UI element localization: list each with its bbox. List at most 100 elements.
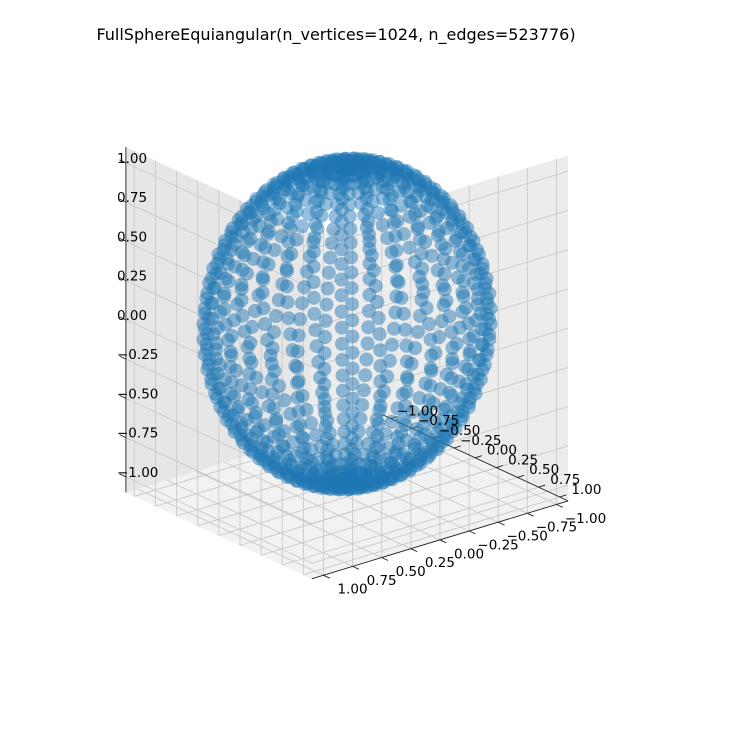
scatter-point xyxy=(280,469,295,484)
scatter-point xyxy=(423,432,438,447)
scatter-point xyxy=(308,217,323,232)
scatter-point xyxy=(370,429,385,444)
scatter-point xyxy=(341,186,356,201)
scatter-point xyxy=(295,388,310,403)
scatter-point xyxy=(307,183,322,198)
scatter-point xyxy=(249,370,264,385)
scatter-point xyxy=(358,181,373,196)
scatter-point xyxy=(278,462,293,477)
scatter-point xyxy=(417,427,432,441)
scatter-point xyxy=(256,201,271,216)
y-tick xyxy=(498,521,505,526)
scatter-point xyxy=(372,472,387,487)
scatter-point xyxy=(383,202,398,217)
scatter-point xyxy=(396,306,411,321)
scatter-point xyxy=(306,275,321,289)
scatter-point xyxy=(343,474,358,489)
scatter-point xyxy=(343,154,358,168)
scatter-point xyxy=(452,209,467,224)
scatter-point xyxy=(462,261,476,276)
scatter-point xyxy=(269,309,284,323)
scatter-point xyxy=(279,173,294,188)
scatter-point xyxy=(291,467,306,482)
scatter-point xyxy=(259,435,274,450)
scatter-point xyxy=(390,466,405,481)
scatter-point xyxy=(345,391,360,406)
scatter-point xyxy=(359,191,374,205)
scatter-point xyxy=(249,192,264,206)
scatter-point xyxy=(234,277,249,292)
scatter-point xyxy=(360,162,375,177)
scatter-point xyxy=(306,290,321,305)
scatter-point xyxy=(320,161,335,176)
scatter-point xyxy=(434,314,449,329)
scatter-point xyxy=(216,289,231,304)
gridline-z-left xyxy=(311,209,569,289)
scatter-point xyxy=(294,164,309,179)
scatter-point xyxy=(405,172,420,187)
scatter-point xyxy=(313,183,328,198)
scatter-point xyxy=(332,482,347,497)
scatter-point xyxy=(334,242,349,257)
scatter-point xyxy=(236,435,251,450)
scatter-point xyxy=(337,162,352,177)
scatter-point xyxy=(397,180,412,195)
scatter-point xyxy=(345,376,360,391)
scatter-point xyxy=(358,165,372,179)
scatter-point xyxy=(340,169,355,184)
scatter-point xyxy=(414,246,429,261)
scatter-point xyxy=(342,471,357,486)
z-tick xyxy=(119,434,127,439)
scatter-point xyxy=(317,362,332,376)
scatter-point xyxy=(439,293,454,308)
scatter-point xyxy=(450,270,465,285)
scatter-point xyxy=(343,157,358,172)
scatter-point xyxy=(422,316,436,331)
scatter-point xyxy=(458,225,473,240)
scatter-point xyxy=(318,313,333,328)
scatter-point xyxy=(242,351,257,366)
z-tick xyxy=(119,316,127,321)
scatter-point xyxy=(307,479,322,494)
scatter-point xyxy=(345,361,360,376)
scatter-point xyxy=(368,460,383,475)
scatter-point xyxy=(339,154,354,168)
scatter-point xyxy=(399,338,414,353)
scatter-point xyxy=(323,482,338,497)
scatter-point xyxy=(445,340,460,355)
scatter-point xyxy=(384,455,398,470)
scatter-point xyxy=(390,168,405,183)
scatter-point xyxy=(303,460,317,475)
scatter-point xyxy=(482,312,496,326)
scatter-point xyxy=(328,152,343,167)
scatter-point xyxy=(317,167,332,182)
scatter-point xyxy=(372,438,387,453)
scatter-point xyxy=(253,237,268,252)
scatter-point xyxy=(245,396,260,411)
scatter-point xyxy=(359,468,374,483)
y-tick-label: 0.00 xyxy=(454,546,484,562)
scatter-point xyxy=(478,276,493,291)
scatter-point xyxy=(317,392,332,407)
y-tick-label: −0.50 xyxy=(507,529,548,545)
gridline-z-right xyxy=(125,319,312,407)
scatter-point xyxy=(345,151,360,166)
scatter-point xyxy=(445,201,459,216)
scatter-point xyxy=(363,459,378,473)
scatter-point xyxy=(279,448,294,463)
scatter-point xyxy=(206,281,221,296)
scatter-point xyxy=(332,479,347,494)
scatter-point xyxy=(394,198,409,213)
scatter-point xyxy=(284,470,299,485)
scatter-point xyxy=(269,414,284,429)
scatter-point xyxy=(291,187,306,201)
scatter-point xyxy=(307,230,322,245)
scatter-point xyxy=(388,259,403,274)
scatter-point xyxy=(372,154,387,169)
scatter-point xyxy=(427,415,442,430)
scatter-point xyxy=(351,424,366,439)
scatter-point xyxy=(240,412,254,427)
scatter-point xyxy=(455,305,470,319)
scatter-point xyxy=(455,217,470,232)
scatter-point xyxy=(436,252,451,267)
